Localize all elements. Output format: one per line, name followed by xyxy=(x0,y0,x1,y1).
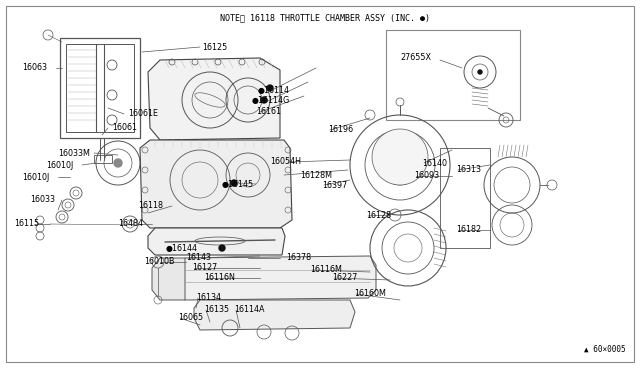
Polygon shape xyxy=(176,256,376,300)
Text: 16115: 16115 xyxy=(14,219,39,228)
Text: ●16114G: ●16114G xyxy=(252,96,291,106)
Text: 16116N: 16116N xyxy=(204,273,235,282)
Text: 16161: 16161 xyxy=(256,108,281,116)
Text: 16093: 16093 xyxy=(414,171,439,180)
Text: 16484: 16484 xyxy=(118,219,143,228)
Text: 16116M: 16116M xyxy=(310,266,342,275)
Text: 16127: 16127 xyxy=(192,263,217,273)
Bar xyxy=(440,148,490,248)
Text: 16313: 16313 xyxy=(456,166,481,174)
Text: 16114A: 16114A xyxy=(234,305,264,314)
Text: 27655X: 27655X xyxy=(400,54,431,62)
Circle shape xyxy=(114,159,122,167)
Text: ●16114: ●16114 xyxy=(258,86,290,94)
Text: 16061: 16061 xyxy=(112,124,137,132)
Circle shape xyxy=(231,180,237,186)
Polygon shape xyxy=(194,300,355,330)
Text: ●16144: ●16144 xyxy=(166,244,198,253)
Circle shape xyxy=(261,97,267,103)
Text: NOTE‧ 16118 THROTTLE CHAMBER ASSY (INC. ●): NOTE‧ 16118 THROTTLE CHAMBER ASSY (INC. … xyxy=(220,13,430,22)
Polygon shape xyxy=(140,140,292,228)
Circle shape xyxy=(219,245,225,251)
Text: 16128: 16128 xyxy=(366,212,391,221)
Text: 16143: 16143 xyxy=(186,253,211,263)
Text: 16182: 16182 xyxy=(456,225,481,234)
Text: ●16145: ●16145 xyxy=(222,180,254,189)
Text: 16135: 16135 xyxy=(204,305,229,314)
Text: 16010J: 16010J xyxy=(46,160,73,170)
Text: 16010J: 16010J xyxy=(22,173,49,182)
Text: 16054H: 16054H xyxy=(270,157,301,167)
Polygon shape xyxy=(148,58,280,140)
Bar xyxy=(386,30,520,120)
Text: 16378: 16378 xyxy=(286,253,311,263)
Text: 16118: 16118 xyxy=(138,202,163,211)
Circle shape xyxy=(372,129,428,185)
Text: 16033M: 16033M xyxy=(58,148,90,157)
Polygon shape xyxy=(152,258,185,300)
Text: 16065: 16065 xyxy=(178,314,203,323)
Text: ▲ 60×0005: ▲ 60×0005 xyxy=(584,345,626,354)
Text: 16160M: 16160M xyxy=(354,289,386,298)
Text: 16061E: 16061E xyxy=(128,109,158,119)
Text: 16010B: 16010B xyxy=(144,257,175,266)
Circle shape xyxy=(267,85,273,91)
Text: 16227: 16227 xyxy=(332,273,357,282)
Bar xyxy=(60,38,140,138)
Text: 16063: 16063 xyxy=(22,64,47,73)
Circle shape xyxy=(478,70,482,74)
Text: 16128M: 16128M xyxy=(300,170,332,180)
Polygon shape xyxy=(148,228,285,255)
Text: 16140: 16140 xyxy=(422,158,447,167)
Bar xyxy=(94,155,112,163)
Text: 16125: 16125 xyxy=(202,42,227,51)
Bar xyxy=(66,44,134,132)
Text: 16397: 16397 xyxy=(322,180,348,189)
Text: 16196: 16196 xyxy=(328,125,353,135)
Text: 16134: 16134 xyxy=(196,294,221,302)
Text: 16033: 16033 xyxy=(30,196,55,205)
